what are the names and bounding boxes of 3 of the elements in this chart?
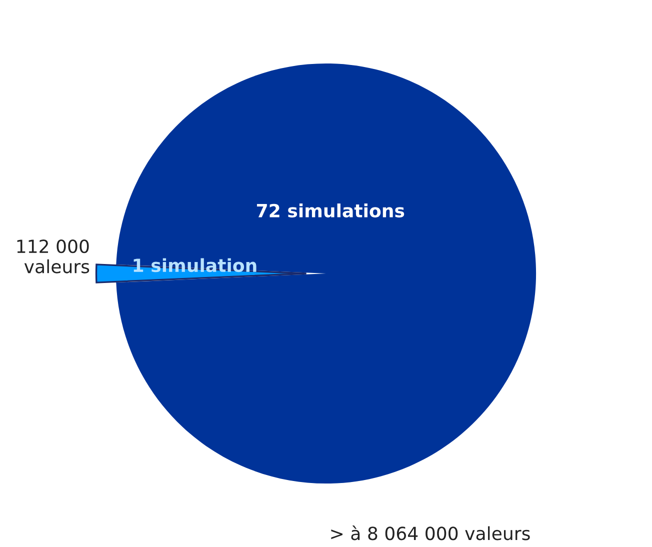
slice-label: 72 simulations xyxy=(256,204,404,218)
text: 112 000 valeurs xyxy=(17,239,90,274)
text: > à 8 064 000 valeurs xyxy=(331,526,530,540)
